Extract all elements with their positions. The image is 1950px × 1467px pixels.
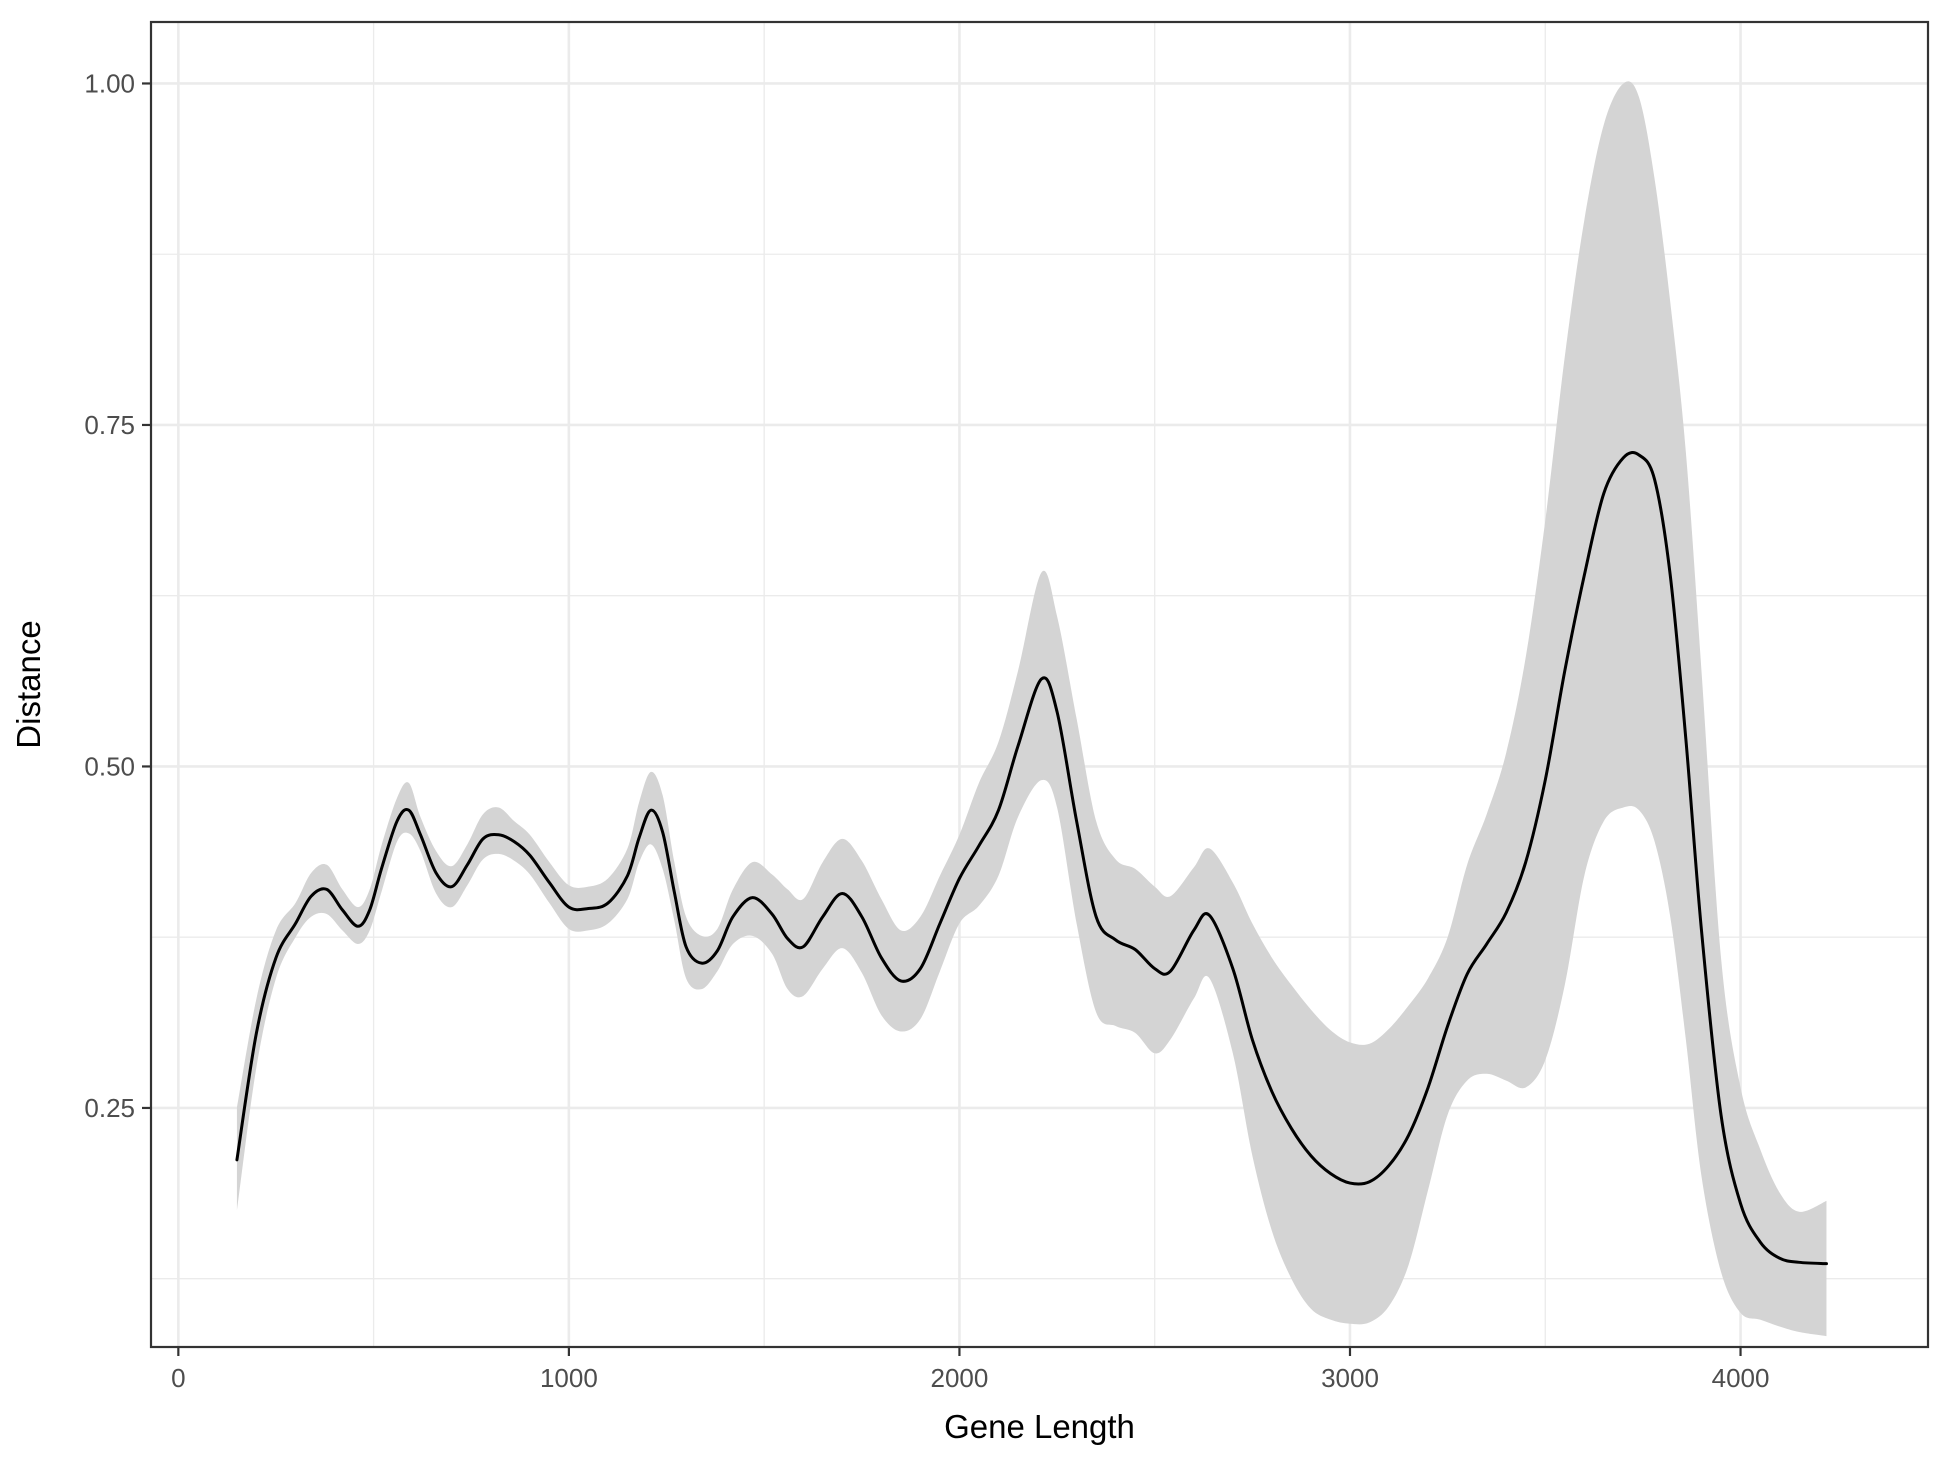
x-tick-label: 4000 — [1712, 1363, 1770, 1393]
x-axis-title: Gene Length — [944, 1408, 1135, 1445]
x-tick-label: 0 — [171, 1363, 185, 1393]
panel-border — [149, 20, 1930, 1349]
y-axis-title: Distance — [10, 620, 47, 748]
smooth-line-layer — [235, 451, 1828, 1266]
x-tick-label: 3000 — [1321, 1363, 1379, 1393]
confidence-band — [236, 81, 1827, 1337]
y-tick-label: 0.25 — [84, 1093, 135, 1123]
axes: 0 1000 2000 3000 4000 0.25 0.50 0.75 1.00 — [84, 68, 1769, 1393]
x-tick-label: 1000 — [540, 1363, 598, 1393]
y-tick-label: 1.00 — [84, 68, 135, 98]
y-tick-label: 0.75 — [84, 410, 135, 440]
smooth-line — [235, 451, 1828, 1266]
x-tick-label: 2000 — [931, 1363, 989, 1393]
y-tick-label: 0.50 — [84, 751, 135, 781]
confidence-band-layer — [236, 81, 1827, 1337]
